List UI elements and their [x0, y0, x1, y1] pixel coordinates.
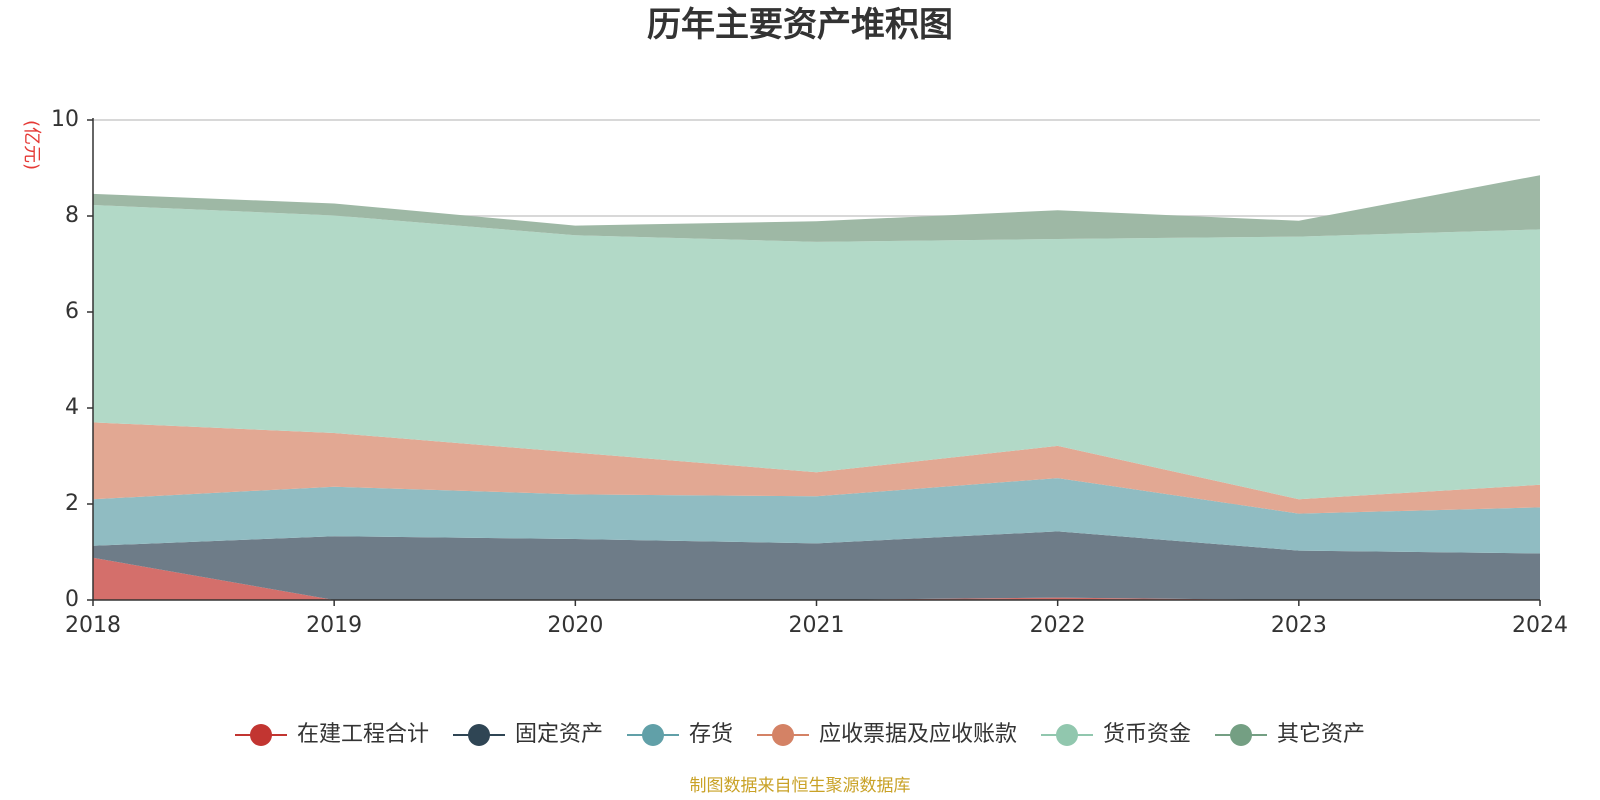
area-series-3	[93, 422, 1540, 514]
x-tick-label-2021: 2021	[789, 613, 845, 638]
legend-item-0: 在建工程合计	[235, 722, 429, 747]
area-series-1	[93, 531, 1540, 600]
area-series-5	[93, 175, 1540, 242]
data-source-note: 制图数据来自恒生聚源数据库	[690, 776, 911, 796]
y-tick-label-0: 0	[65, 587, 79, 612]
y-tick-label-8: 8	[65, 203, 79, 228]
y-tick-label-4: 4	[65, 395, 79, 420]
legend-label-4: 货币资金	[1103, 722, 1191, 747]
legend-item-4: 货币资金	[1041, 722, 1191, 747]
x-tick-label-2019: 2019	[306, 613, 362, 638]
legend-item-1: 固定资产	[453, 722, 603, 747]
legend-marker-0	[250, 724, 272, 746]
x-tick-label-2020: 2020	[547, 613, 603, 638]
legend-label-0: 在建工程合计	[297, 722, 429, 747]
legend-marker-3	[772, 724, 794, 746]
legend-marker-2	[642, 724, 664, 746]
legend-label-3: 应收票据及应收账款	[819, 722, 1017, 747]
area-series-0	[93, 557, 1540, 600]
legend-marker-4	[1056, 724, 1078, 746]
legend: 在建工程合计 固定资产 存货 应收票据及应收账款 货币资金 其它资产	[235, 722, 1365, 747]
chart-title: 历年主要资产堆积图	[647, 5, 953, 45]
area-series-layer	[93, 175, 1540, 600]
x-tick-label-2024: 2024	[1512, 613, 1568, 638]
area-series-4	[93, 205, 1540, 500]
area-series-2	[93, 478, 1540, 554]
legend-item-3: 应收票据及应收账款	[757, 722, 1017, 747]
y-axis-unit-label: (亿元)	[21, 120, 42, 170]
axes: 0 2 4 6 8 10 2018 2019 2020 2021 2022 2023 2024	[51, 107, 1568, 638]
x-tick-label-2022: 2022	[1030, 613, 1086, 638]
x-tick-label-2023: 2023	[1271, 613, 1327, 638]
legend-label-5: 其它资产	[1277, 722, 1365, 747]
legend-item-5: 其它资产	[1215, 722, 1365, 747]
legend-label-2: 存货	[689, 722, 733, 747]
legend-item-2: 存货	[627, 722, 733, 747]
y-tick-label-6: 6	[65, 299, 79, 324]
legend-marker-1	[468, 724, 490, 746]
y-tick-label-10: 10	[51, 107, 79, 132]
x-tick-label-2018: 2018	[65, 613, 121, 638]
legend-marker-5	[1230, 724, 1252, 746]
legend-label-1: 固定资产	[515, 722, 603, 747]
y-tick-label-2: 2	[65, 491, 79, 516]
